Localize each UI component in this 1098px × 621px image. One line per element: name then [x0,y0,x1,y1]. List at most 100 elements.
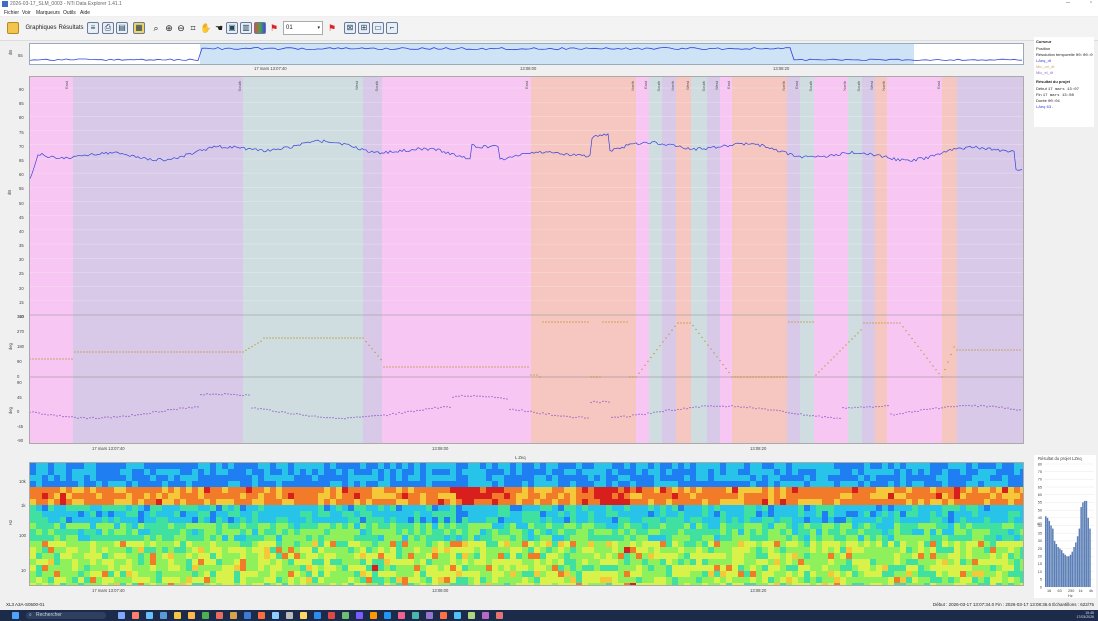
spectrogram-cell [84,469,90,475]
taskbar-app-icon[interactable] [370,612,377,619]
taskbar-app-icon[interactable] [398,612,405,619]
grid-button-4[interactable]: ⌐ [386,21,398,35]
mic-el-dot [584,417,586,419]
taskbar-app-icon[interactable] [328,612,335,619]
spectrogram-cell [426,481,432,487]
windows-start-icon[interactable] [12,612,19,619]
taskbar-app-icon[interactable] [132,612,139,619]
overview-window[interactable] [200,44,914,64]
spectrogram-cell [162,547,168,553]
maximize-button[interactable]: ▫ [1089,0,1092,6]
spectrogram-cell [228,571,234,577]
spectrogram-cell [264,523,270,529]
grid-button-2[interactable]: ⊞ [358,21,370,35]
colors-button[interactable] [254,21,266,35]
menu-fichier[interactable]: Fichier [4,10,20,16]
pan-button[interactable]: ✋ [200,21,212,35]
mic-el-dot [737,405,739,408]
taskbar-app-icon[interactable] [300,612,307,619]
menu-voir[interactable]: Voir [22,10,31,16]
taskbar-app-icon[interactable] [272,612,279,619]
open-folder-button[interactable] [6,21,20,35]
grid-button-3[interactable]: ▭ [372,21,384,35]
spectrogram-cell [234,541,240,547]
list-button[interactable]: ≡ [86,21,100,35]
pan-select-button[interactable]: ☚ [213,21,225,35]
spectrogram-cell [702,547,708,553]
spectrogram-cell [384,511,390,517]
taskbar-app-icon[interactable] [118,612,125,619]
octave-histogram[interactable]: Résultat du projet LZeq 80 75 70 65 60 55 50 45… [1034,455,1096,598]
taskbar-app-icon[interactable] [286,612,293,619]
overview-chart[interactable] [29,43,1024,65]
spectrogram[interactable] [29,462,1024,586]
taskbar-app-icon[interactable] [468,612,475,619]
spectrogram-cell [312,511,318,517]
spectrogram-cell [252,571,258,577]
add-marker-button[interactable]: ⚑ [326,21,338,35]
taskbar-app-icon[interactable] [202,612,209,619]
menu-outils[interactable]: Outils [63,10,76,16]
taskbar-app-icon[interactable] [412,612,419,619]
spectrogram-cell [306,553,312,559]
taskbar-app-icon[interactable] [188,612,195,619]
image-button[interactable]: ▣ [226,21,238,35]
spectrogram-cell [912,481,918,487]
channel-select[interactable]: 01 ▾ [283,21,323,35]
print-preview-button[interactable]: ⎙ [101,21,115,35]
zoom-out-button[interactable]: ⊖ [175,21,187,35]
graphiques-tab[interactable]: Graphiques [25,25,57,31]
spectrogram-cell [192,541,198,547]
menu-marqueurs[interactable]: Marqueurs [36,10,60,16]
minimize-button[interactable]: ─ [1065,0,1071,6]
zoom-button[interactable]: ⌕ [150,21,162,35]
spectrogram-cell [732,469,738,475]
mic-el-dot [365,415,367,418]
resultats-tab[interactable]: Résultats [58,25,84,31]
spectrogram-cell [636,475,642,481]
taskbar-app-icon[interactable] [356,612,363,619]
spectrogram-cell [978,571,984,577]
taskbar-app-icon[interactable] [440,612,447,619]
taskbar-app-icon[interactable] [230,612,237,619]
spectrogram-cell [996,499,1002,505]
spectrogram-cell [684,475,690,481]
main-chart[interactable]: East South West South East North East South Nort… [29,76,1024,444]
spectrogram-cell [696,535,702,541]
spectrogram-cell [762,577,768,583]
spectrogram-cell [714,583,720,585]
taskbar-app-icon[interactable] [174,612,181,619]
print-button[interactable]: ▤ [115,21,129,35]
table-button[interactable]: ▥ [240,21,252,35]
taskbar-app-icon[interactable] [384,612,391,619]
mic-ori-dot [863,322,865,324]
mic-ori-dot [359,337,361,339]
spectrogram-cell [396,469,402,475]
spectrogram-cell [72,523,78,529]
zoom-fit-button[interactable]: ⌗ [187,21,199,35]
spectrogram-cell [204,535,210,541]
taskbar-app-icon[interactable] [342,612,349,619]
taskbar-search[interactable]: ⌕ Rechercher [26,612,106,619]
mic-ori-dot [632,376,634,378]
taskbar-app-icon[interactable] [454,612,461,619]
taskbar-app-icon[interactable] [244,612,251,619]
zoom-in-button[interactable]: ⊕ [163,21,175,35]
grid-button-1[interactable]: ⊠ [344,21,356,35]
marker-button[interactable]: ⚑ [268,21,280,35]
mic-ori-dot [620,321,622,323]
taskbar-app-icon[interactable] [482,612,489,619]
taskbar-app-icon[interactable] [258,612,265,619]
spectrogram-cell [138,559,144,565]
taskbar-app-icon[interactable] [496,612,503,619]
taskbar-app-icon[interactable] [146,612,153,619]
taskbar-app-icon[interactable] [426,612,433,619]
direction-segment [30,77,73,443]
mic-ori-dot [680,322,682,324]
menu-aide[interactable]: Aide [80,10,91,16]
mic-el-dot [506,398,508,400]
taskbar-app-icon[interactable] [314,612,321,619]
chart-options-button[interactable]: ▦ [132,21,146,35]
taskbar-app-icon[interactable] [160,612,167,619]
taskbar-app-icon[interactable] [216,612,223,619]
